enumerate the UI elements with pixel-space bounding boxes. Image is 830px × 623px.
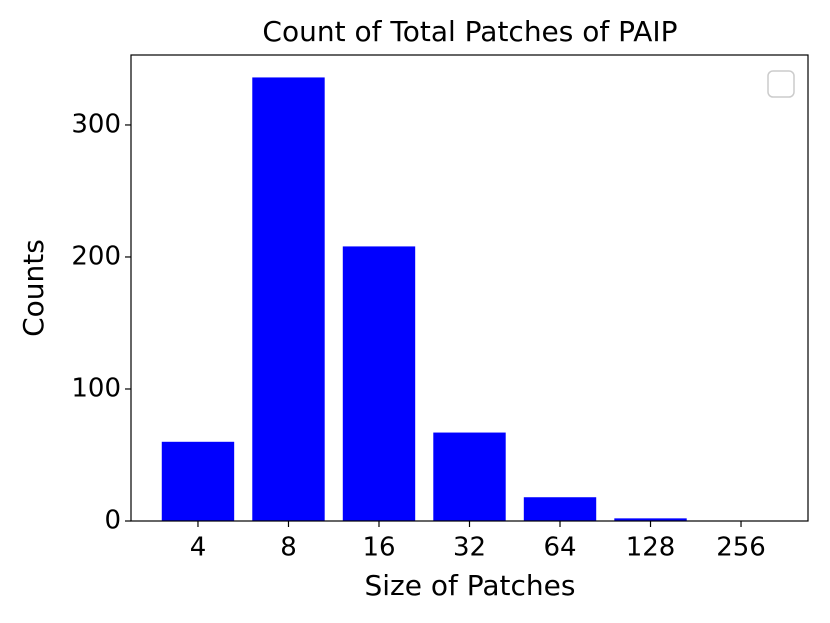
x-tick-label: 128 — [626, 533, 676, 563]
legend — [767, 70, 795, 98]
bar — [523, 497, 597, 521]
x-tick-label: 4 — [190, 533, 207, 563]
bar — [342, 246, 416, 521]
y-tick-label: 100 — [71, 373, 121, 403]
x-tick-label: 256 — [716, 533, 766, 563]
bar — [433, 432, 506, 521]
y-axis-label: Counts — [17, 239, 50, 337]
chart-title: Count of Total Patches of PAIP — [262, 15, 677, 48]
plot — [161, 77, 687, 521]
x-tick-label: 64 — [543, 533, 576, 563]
bar — [161, 441, 235, 521]
x-tick-label: 8 — [280, 533, 297, 563]
x-axis-label: Size of Patches — [365, 569, 576, 602]
y-tick-label: 0 — [104, 506, 121, 536]
x-tick-label: 16 — [362, 533, 395, 563]
x-tick-label: 32 — [453, 533, 486, 563]
y-tick-label: 300 — [71, 109, 121, 139]
y-tick-label: 200 — [71, 241, 121, 271]
bar — [614, 518, 687, 521]
bar — [252, 77, 325, 521]
